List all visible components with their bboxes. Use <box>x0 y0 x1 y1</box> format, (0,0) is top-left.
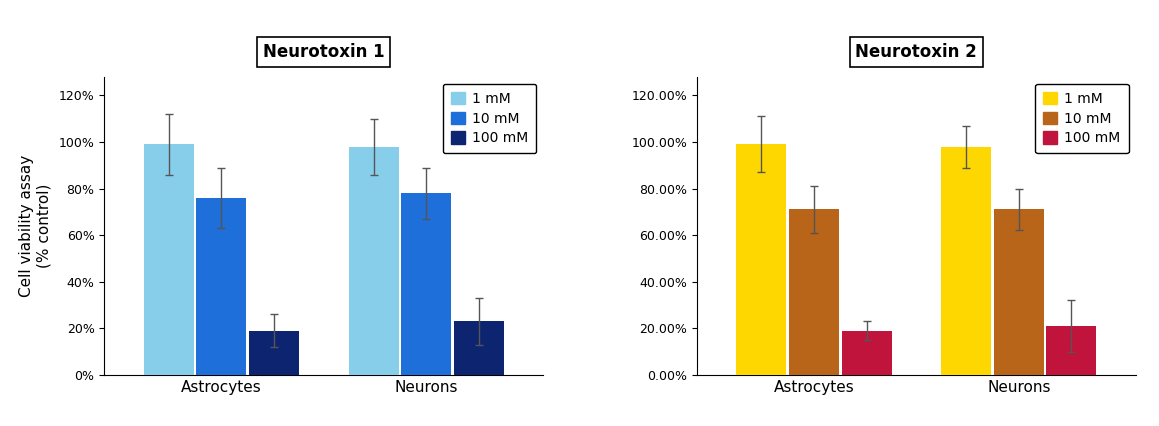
Title: Neurotoxin 1: Neurotoxin 1 <box>263 43 385 61</box>
Bar <box>841 331 891 375</box>
Bar <box>736 144 786 375</box>
Title: Neurotoxin 2: Neurotoxin 2 <box>855 43 977 61</box>
Bar <box>993 210 1044 375</box>
Legend: 1 mM, 10 mM, 100 mM: 1 mM, 10 mM, 100 mM <box>443 83 537 153</box>
Bar <box>196 198 247 375</box>
Bar <box>349 147 399 375</box>
Bar <box>144 144 194 375</box>
Bar <box>789 210 839 375</box>
Bar <box>941 147 991 375</box>
Bar <box>1047 326 1096 375</box>
Bar <box>249 331 299 375</box>
Bar <box>454 321 504 375</box>
Legend: 1 mM, 10 mM, 100 mM: 1 mM, 10 mM, 100 mM <box>1035 83 1129 153</box>
Bar <box>401 193 451 375</box>
Y-axis label: Cell viability assay
(% control): Cell viability assay (% control) <box>20 155 52 297</box>
